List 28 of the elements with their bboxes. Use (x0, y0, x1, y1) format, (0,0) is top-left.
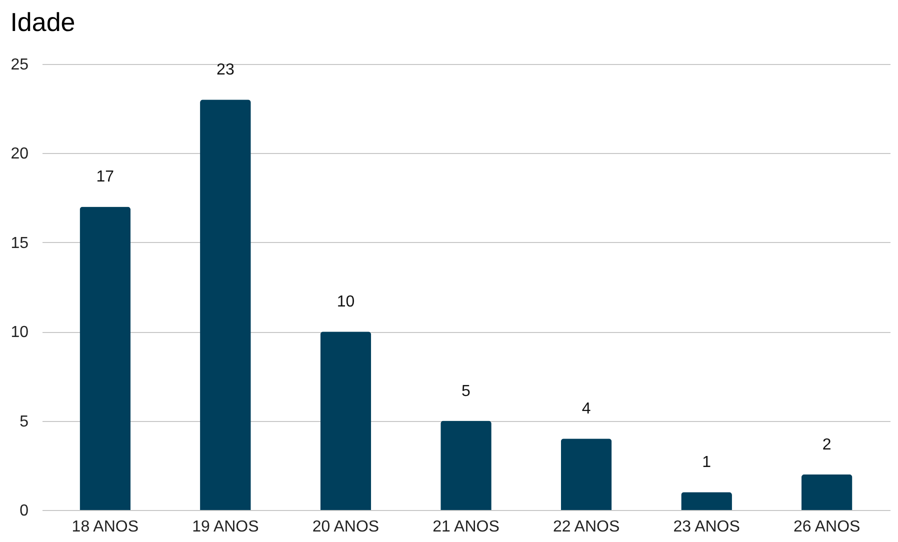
bar (681, 492, 732, 510)
x-tick-label: 26 ANOS (794, 518, 860, 536)
data-label: 17 (96, 168, 114, 186)
x-tick-label: 19 ANOS (192, 518, 259, 536)
bar (320, 332, 372, 510)
y-tick-label: 0 (20, 502, 29, 520)
y-tick-label: 10 (10, 324, 29, 342)
bar (801, 474, 852, 510)
bar (200, 100, 251, 510)
y-tick-label: 15 (10, 234, 29, 252)
data-label: 4 (582, 400, 591, 418)
x-tick-label: 22 ANOS (552, 518, 620, 536)
data-label: 23 (216, 62, 234, 79)
bar (80, 206, 131, 510)
y-tick-label: 25 (10, 56, 29, 74)
x-tick-label: 20 ANOS (312, 518, 380, 536)
y-tick-label: 5 (20, 413, 29, 430)
x-tick-label: 21 ANOS (432, 518, 500, 536)
data-label: 5 (462, 382, 471, 400)
x-tick-label: 23 ANOS (673, 518, 740, 536)
bar (560, 438, 612, 510)
data-label: 10 (336, 294, 355, 311)
y-tick-label: 20 (10, 146, 29, 163)
chart-title: Idade (10, 7, 76, 37)
data-label: 2 (822, 436, 832, 454)
data-label: 1 (702, 454, 712, 472)
bar (440, 420, 492, 510)
x-tick-label: 18 ANOS (72, 518, 138, 536)
